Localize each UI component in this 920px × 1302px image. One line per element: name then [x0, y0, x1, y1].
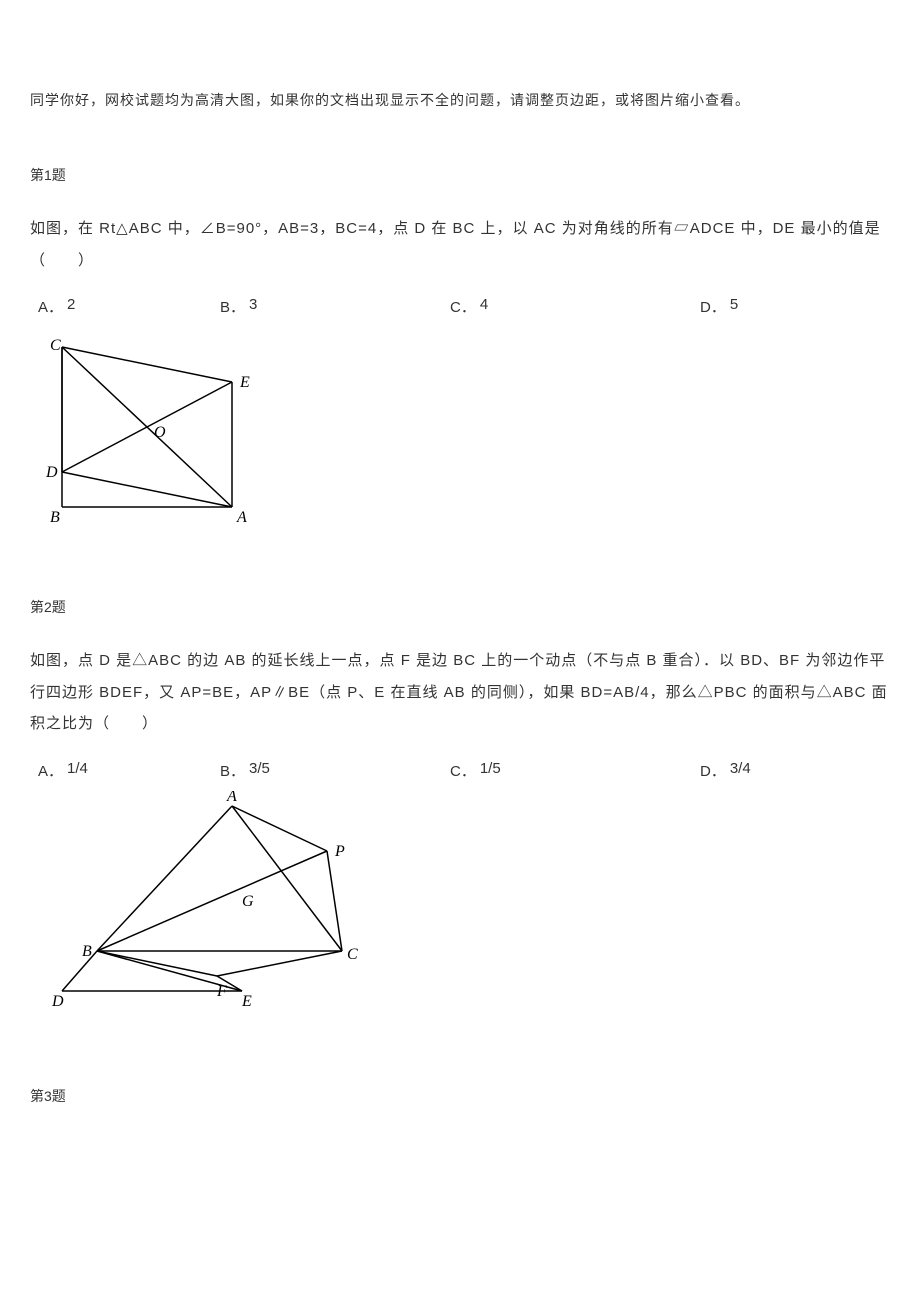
svg-text:P: P — [334, 843, 345, 860]
question-2: 第2题 如图，点 D 是△ABC 的边 AB 的延长线上一点，点 F 是边 BC… — [30, 597, 890, 1016]
q2-figure: A B D C FE P G — [42, 791, 890, 1016]
q1-figure: B A C D E O — [42, 327, 890, 527]
svg-text:F: F — [216, 983, 227, 1000]
q1-option-a: A．2 — [30, 296, 220, 317]
q2-option-d: D．3/4 — [700, 760, 751, 781]
svg-text:D: D — [45, 464, 58, 481]
q3-label: 第3题 — [30, 1086, 890, 1106]
svg-text:C: C — [50, 337, 61, 354]
svg-text:A: A — [236, 509, 247, 526]
svg-text:C: C — [347, 946, 358, 963]
q2-option-c: C．1/5 — [450, 760, 700, 781]
q1-stem: 如图，在 Rt△ABC 中，∠B=90°，AB=3，BC=4，点 D 在 BC … — [30, 213, 890, 276]
q1-option-c: C．4 — [450, 296, 700, 317]
q2-option-b: B．3/5 — [220, 760, 450, 781]
notice-text: 同学你好，网校试题均为高清大图，如果你的文档出现显示不全的问题，请调整页边距，或… — [30, 90, 890, 110]
q1-label: 第1题 — [30, 165, 890, 185]
q2-label: 第2题 — [30, 597, 890, 617]
q2-options: A．1/4 B．3/5 C．1/5 D．3/4 — [30, 760, 890, 781]
svg-text:B: B — [50, 509, 60, 526]
svg-text:E: E — [241, 993, 252, 1010]
svg-text:B: B — [82, 943, 92, 960]
q1-option-d: D．5 — [700, 296, 738, 317]
svg-text:O: O — [154, 424, 166, 441]
q2-option-a: A．1/4 — [30, 760, 220, 781]
q1-option-b: B．3 — [220, 296, 450, 317]
question-3: 第3题 — [30, 1086, 890, 1106]
svg-text:A: A — [226, 791, 237, 805]
q1-options: A．2 B．3 C．4 D．5 — [30, 296, 890, 317]
question-1: 第1题 如图，在 Rt△ABC 中，∠B=90°，AB=3，BC=4，点 D 在… — [30, 165, 890, 527]
svg-text:G: G — [242, 893, 254, 910]
svg-text:D: D — [51, 993, 64, 1010]
svg-text:E: E — [239, 374, 250, 391]
q2-stem: 如图，点 D 是△ABC 的边 AB 的延长线上一点，点 F 是边 BC 上的一… — [30, 645, 890, 740]
